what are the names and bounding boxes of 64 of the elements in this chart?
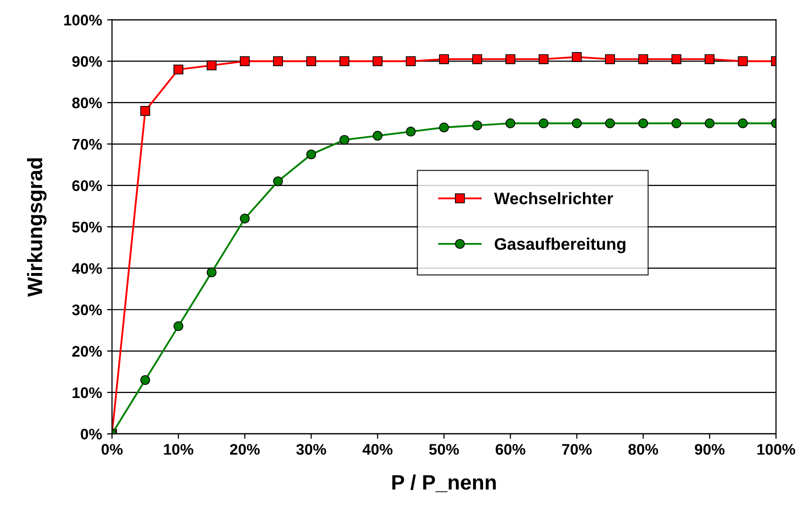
- point: [173, 321, 184, 332]
- y-tick-label: 20%: [72, 346, 102, 357]
- point: [372, 130, 383, 141]
- point: [439, 54, 449, 64]
- y-tick-label: 0%: [80, 428, 102, 440]
- point: [538, 54, 549, 64]
- y-axis-title: Wirkungsgrad: [27, 158, 47, 297]
- x-tick-label: 40%: [362, 444, 392, 455]
- point: [538, 118, 549, 128]
- point: [671, 54, 682, 64]
- point: [638, 54, 648, 64]
- x-tick-label: 100%: [757, 444, 796, 455]
- point: [406, 126, 416, 137]
- point: [240, 56, 250, 66]
- x-tick-label: 70%: [562, 444, 592, 455]
- point: [605, 54, 615, 64]
- legend-label: Gasaufbereitung: [494, 238, 626, 254]
- point: [472, 120, 482, 130]
- x-tick-label: 80%: [628, 444, 658, 455]
- point: [505, 118, 516, 128]
- point: [704, 118, 715, 128]
- point: [206, 267, 217, 278]
- point: [605, 118, 615, 128]
- point: [273, 56, 283, 66]
- point: [671, 118, 682, 128]
- point: [738, 118, 748, 128]
- point: [140, 375, 150, 385]
- x-tick-label: 10%: [164, 444, 194, 455]
- point: [572, 52, 582, 62]
- point: [505, 54, 516, 64]
- point: [173, 64, 184, 74]
- point: [240, 214, 250, 224]
- y-tick-label: 90%: [72, 56, 102, 67]
- point: [273, 176, 283, 186]
- y-tick-label: 80%: [72, 97, 102, 108]
- x-tick-label: 50%: [429, 444, 459, 455]
- point: [306, 149, 316, 160]
- x-tick-label: 60%: [496, 444, 526, 455]
- point: [738, 56, 748, 66]
- legend-label: Wechselrichter: [494, 192, 614, 204]
- point: [704, 54, 715, 64]
- point: [439, 122, 449, 132]
- point: [472, 54, 482, 64]
- point: [638, 118, 648, 128]
- point: [140, 106, 150, 116]
- point: [372, 56, 383, 66]
- y-tick-label: 100%: [64, 14, 102, 26]
- y-tick-label: 70%: [72, 138, 102, 150]
- x-tick-label: 30%: [296, 444, 326, 455]
- point: [339, 134, 350, 145]
- y-tick-label: 10%: [72, 387, 102, 398]
- point: [572, 118, 582, 128]
- point: [406, 56, 416, 66]
- y-tick-label: 40%: [72, 263, 102, 274]
- y-tick-label: 30%: [72, 304, 102, 316]
- point: [339, 56, 350, 66]
- y-tick-label: 60%: [72, 180, 102, 192]
- x-tick-label: 0%: [102, 444, 123, 455]
- point: [306, 56, 316, 66]
- x-tick-label: 20%: [230, 444, 260, 455]
- x-tick-label: 90%: [694, 444, 724, 455]
- x-axis-title: P / P_nenn: [392, 474, 496, 492]
- point: [206, 60, 217, 70]
- y-tick-label: 50%: [72, 222, 102, 233]
